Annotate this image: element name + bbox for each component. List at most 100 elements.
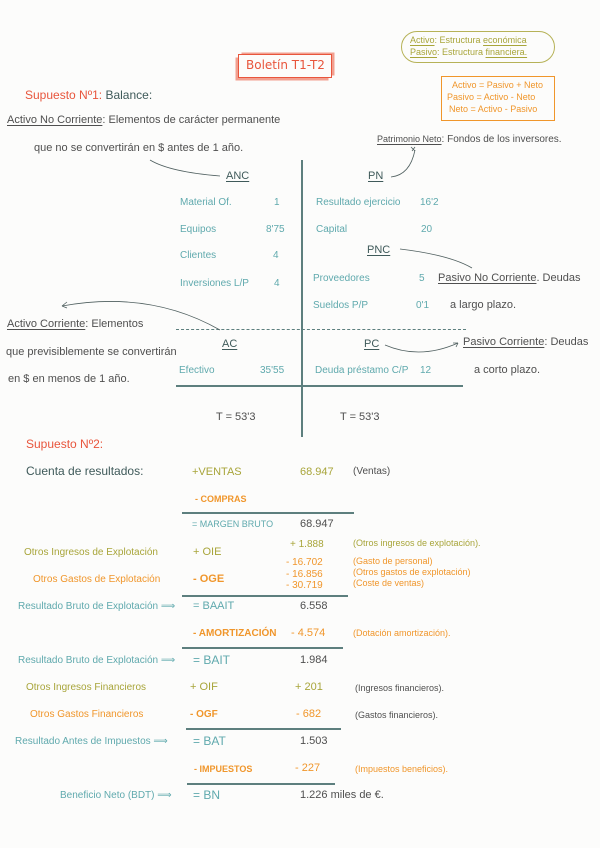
pl-side-label: Otros Gastos Financieros bbox=[30, 709, 144, 720]
balance-bottom-rule bbox=[176, 385, 463, 387]
balance-vertical-rule bbox=[301, 160, 303, 437]
pl-code: + OIF bbox=[190, 681, 218, 693]
anc-item-value: 4 bbox=[274, 278, 280, 289]
ac-heading: AC bbox=[222, 338, 238, 350]
pl-value: 6.558 bbox=[300, 600, 328, 612]
pl-value: - 682 bbox=[296, 708, 322, 720]
pnc-definition: Pasivo No Corriente. Deudas bbox=[438, 272, 580, 284]
anc-arrow bbox=[149, 159, 221, 177]
balance-dashed-divider bbox=[176, 329, 466, 330]
supuesto2-subheading: Cuenta de resultados: bbox=[26, 464, 144, 478]
ac-def-line1: : Elementos bbox=[85, 318, 144, 330]
pl-value: - 16.702 bbox=[286, 557, 323, 568]
pc-item-value: 12 bbox=[420, 365, 432, 376]
pn-item-label: Resultado ejercicio bbox=[316, 197, 401, 208]
pc-definition: Pasivo Corriente: Deudas bbox=[463, 336, 588, 348]
pl-rule bbox=[186, 728, 341, 730]
pc-heading: PC bbox=[364, 338, 380, 350]
pn-arrow bbox=[390, 149, 416, 178]
pc-def-line1: : Deudas bbox=[544, 336, 589, 348]
pl-value: + 1.888 bbox=[290, 539, 324, 550]
formula-1: Activo = Pasivo + Neto bbox=[452, 80, 544, 90]
net-profit-value: 1.226 bbox=[300, 789, 328, 801]
pnc-item-value: 5 bbox=[419, 273, 425, 284]
anc-item-value: 4 bbox=[273, 250, 279, 261]
pill-pasivo-emph: financiera. bbox=[485, 47, 528, 57]
pc-arrow bbox=[384, 342, 459, 353]
pl-value: 1.503 bbox=[300, 735, 328, 747]
pl-value: 68.947 bbox=[300, 466, 334, 478]
pl-note: (Coste de ventas) bbox=[353, 578, 425, 588]
anc-item-label: Material Of. bbox=[180, 197, 232, 208]
anc-def-line2: que no se convertirán en $ antes de 1 añ… bbox=[34, 142, 244, 154]
pnc-item-label: Sueldos P/P bbox=[313, 300, 369, 311]
anc-item-label: Equipos bbox=[180, 224, 217, 235]
pl-note: (Otros ingresos de explotación). bbox=[353, 538, 481, 548]
ac-def-term: Activo Corriente bbox=[7, 318, 86, 330]
pc-item-label: Deuda préstamo C/P bbox=[315, 365, 409, 376]
pill-pasivo-text: : Estructura bbox=[437, 47, 484, 57]
pn-def-term: Patrimonio Neto bbox=[377, 134, 442, 144]
arrow-head-icon bbox=[61, 301, 68, 309]
pn-definition: Patrimonio Neto: Fondos de los inversore… bbox=[377, 134, 562, 145]
pl-side-label: Otros Gastos de Explotación bbox=[33, 574, 161, 585]
pl-note: (Ingresos financieros). bbox=[355, 683, 445, 693]
pl-side-label: Otros Ingresos de Explotación bbox=[24, 547, 158, 558]
supuesto1-heading: Supuesto Nº1: Balance: bbox=[25, 88, 152, 102]
pl-rule bbox=[182, 595, 348, 597]
pl-code: +VENTAS bbox=[192, 466, 242, 478]
pill-line-pasivo: Pasivo: Estructura financiera. bbox=[410, 47, 527, 57]
pnc-item-label: Proveedores bbox=[313, 273, 370, 284]
pl-value: + 201 bbox=[295, 681, 323, 693]
pill-activo-emph: económica bbox=[483, 35, 527, 45]
anc-def-line1: : Elementos de carácter permanente bbox=[102, 114, 281, 126]
anc-heading: ANC bbox=[226, 170, 250, 182]
pnc-def-line2: a largo plazo. bbox=[450, 299, 517, 311]
supuesto2-heading: Supuesto Nº2: bbox=[26, 437, 104, 451]
formula-3: Neto = Activo - Pasivo bbox=[449, 104, 538, 114]
pill-line-activo: Activo: Estructura económica bbox=[410, 35, 527, 45]
pl-value: 68.947 bbox=[300, 518, 334, 530]
pl-value: - 16.856 bbox=[286, 569, 323, 580]
supuesto1-title: Balance: bbox=[105, 88, 153, 102]
pill-activo-label: Activo bbox=[410, 35, 435, 45]
pnc-item-value: 0'1 bbox=[416, 300, 430, 311]
pl-side-label: Otros Ingresos Financieros bbox=[26, 682, 147, 693]
pnc-def-term: Pasivo No Corriente bbox=[438, 272, 537, 284]
pl-rule bbox=[187, 783, 335, 785]
pl-value: - 227 bbox=[295, 762, 321, 774]
supuesto1-label: Supuesto Nº1: bbox=[25, 88, 103, 102]
pn-item-label: Capital bbox=[316, 224, 348, 235]
ac-item-value: 35'55 bbox=[260, 365, 285, 376]
pl-note: (Ventas) bbox=[353, 466, 391, 477]
pl-value: - 4.574 bbox=[291, 627, 326, 639]
pl-rule bbox=[182, 647, 343, 649]
pc-def-line2: a corto plazo. bbox=[474, 364, 541, 376]
pl-code: - IMPUESTOS bbox=[194, 764, 253, 774]
pl-side-label: Resultado Antes de Impuestos ⟹ bbox=[15, 736, 168, 747]
pl-code: = BAAIT bbox=[193, 600, 235, 612]
page-title: Boletín T1-T2 bbox=[246, 58, 325, 72]
pill-pasivo-label: Pasivo bbox=[410, 47, 438, 57]
pl-note: (Impuestos beneficios). bbox=[355, 764, 449, 774]
structure-pill bbox=[401, 31, 555, 63]
pnc-def-line1: . Deudas bbox=[536, 272, 581, 284]
pl-code: - AMORTIZACIÓN bbox=[193, 628, 277, 639]
pl-code: = BAT bbox=[193, 734, 226, 748]
pn-heading: PN bbox=[368, 170, 384, 182]
pl-rule bbox=[182, 512, 354, 514]
pl-code: = MARGEN BRUTO bbox=[192, 519, 274, 529]
pc-def-term: Pasivo Corriente bbox=[463, 336, 545, 348]
anc-item-value: 1 bbox=[274, 197, 280, 208]
pl-code: - COMPRAS bbox=[195, 494, 247, 504]
anc-item-label: Clientes bbox=[180, 250, 217, 261]
pill-activo-text: : Estructura bbox=[434, 35, 481, 45]
pnc-arrow bbox=[399, 248, 473, 269]
anc-item-label: Inversiones L/P bbox=[180, 278, 249, 289]
pnc-heading: PNC bbox=[367, 244, 391, 256]
ac-arrow bbox=[61, 301, 221, 331]
anc-definition: Activo No Corriente: Elementos de caráct… bbox=[7, 114, 280, 126]
ac-def-line3: en $ en menos de 1 año. bbox=[8, 373, 130, 385]
anc-def-term: Activo No Corriente bbox=[7, 114, 103, 126]
